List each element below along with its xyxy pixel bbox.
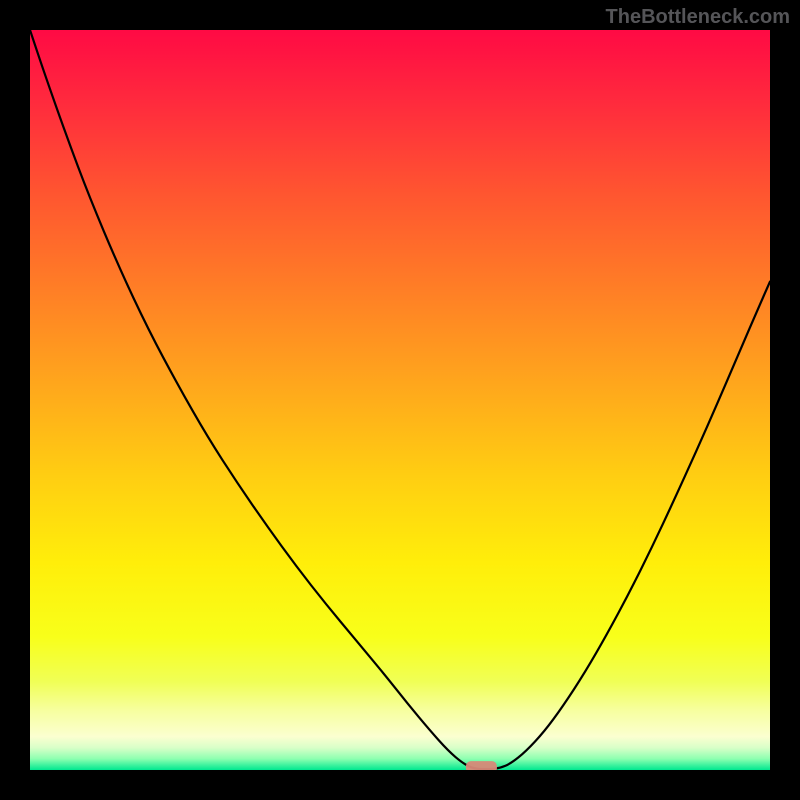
optimal-marker xyxy=(466,761,497,770)
chart-container: TheBottleneck.com xyxy=(0,0,800,800)
attribution-label: TheBottleneck.com xyxy=(606,6,790,29)
chart-svg xyxy=(30,30,770,770)
gradient-background xyxy=(30,30,770,770)
plot-area xyxy=(30,30,770,770)
